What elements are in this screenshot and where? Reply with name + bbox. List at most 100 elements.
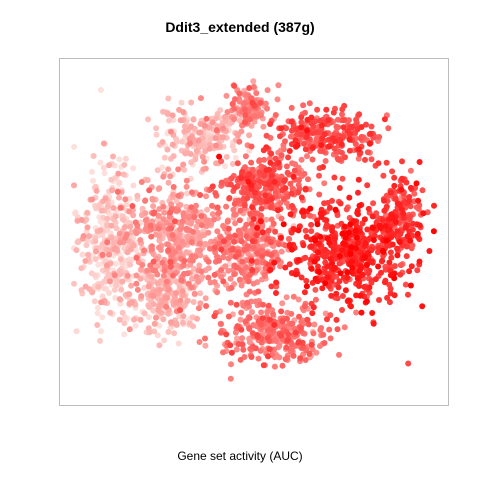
cell-point xyxy=(317,129,324,136)
cell-point xyxy=(209,119,216,126)
cell-point xyxy=(298,156,305,163)
cell-point xyxy=(246,314,253,321)
cell-point xyxy=(239,335,246,342)
cell-point xyxy=(308,228,315,235)
cell-point xyxy=(164,241,171,248)
cell-point xyxy=(250,280,257,287)
cell-point xyxy=(104,215,111,222)
cell-point xyxy=(168,128,174,135)
cell-point xyxy=(154,280,161,287)
cell-point xyxy=(170,153,177,160)
cell-point xyxy=(227,275,234,282)
cell-point xyxy=(278,248,285,255)
cell-point xyxy=(248,354,255,360)
cell-point xyxy=(267,121,274,127)
cell-point xyxy=(301,170,308,177)
cell-point xyxy=(88,270,95,277)
cell-point xyxy=(164,111,171,118)
cell-point xyxy=(176,244,182,251)
cell-point xyxy=(111,239,118,246)
cell-point xyxy=(237,356,244,363)
cell-point xyxy=(99,314,106,321)
cell-point xyxy=(253,90,260,97)
cell-point xyxy=(202,165,209,172)
cell-point xyxy=(128,229,135,236)
cell-point xyxy=(247,210,254,217)
cell-point xyxy=(188,204,195,211)
cell-point xyxy=(220,125,227,132)
cell-point xyxy=(133,254,140,261)
cell-point xyxy=(99,241,106,248)
cell-point xyxy=(300,102,307,109)
cell-point xyxy=(148,273,155,280)
cell-point xyxy=(317,233,324,240)
cell-point xyxy=(341,117,347,124)
cell-point xyxy=(94,304,101,311)
cell-point xyxy=(179,138,186,145)
cell-point xyxy=(248,159,255,166)
cell-point xyxy=(234,160,241,167)
cell-point xyxy=(339,230,346,237)
cell-point xyxy=(309,346,316,353)
cell-point xyxy=(218,158,225,165)
cell-point xyxy=(170,184,177,190)
cell-point xyxy=(284,315,290,322)
cell-point xyxy=(238,309,245,316)
cell-point xyxy=(154,332,161,339)
cell-point xyxy=(239,341,246,348)
cell-point xyxy=(332,235,338,242)
cell-point xyxy=(302,186,309,193)
cell-point xyxy=(286,261,293,268)
cell-point xyxy=(142,226,149,232)
cell-point xyxy=(239,169,246,175)
cell-point xyxy=(205,258,212,265)
cell-point xyxy=(311,258,318,265)
cell-point xyxy=(309,279,316,286)
cell-point xyxy=(391,292,398,299)
cell-point xyxy=(166,117,172,124)
cell-point xyxy=(325,143,332,150)
cell-point xyxy=(242,153,249,160)
cell-point xyxy=(231,238,238,245)
cell-point xyxy=(357,135,364,142)
cell-point xyxy=(73,328,80,335)
cell-point xyxy=(225,241,232,248)
cell-point xyxy=(232,154,239,161)
cell-point xyxy=(218,267,225,273)
cell-point xyxy=(203,193,209,200)
cell-point xyxy=(271,179,278,185)
cell-point xyxy=(165,166,172,173)
cell-point xyxy=(108,234,115,241)
cell-point xyxy=(187,220,194,227)
cell-point xyxy=(175,192,182,199)
cell-point xyxy=(309,310,316,317)
cell-point xyxy=(289,127,295,134)
cell-point xyxy=(195,305,202,312)
cell-point xyxy=(414,230,421,237)
cell-point xyxy=(89,168,95,175)
cell-point xyxy=(238,282,245,289)
cell-point xyxy=(92,238,99,245)
cell-point xyxy=(362,240,369,247)
cell-point xyxy=(213,142,219,149)
cell-point xyxy=(306,100,313,107)
cell-point xyxy=(335,156,342,163)
cell-point xyxy=(240,185,247,191)
cell-point xyxy=(315,249,321,256)
cell-point xyxy=(236,90,243,97)
cell-point xyxy=(106,162,112,169)
cell-point xyxy=(79,251,86,258)
cell-point xyxy=(274,207,281,214)
cell-point xyxy=(344,269,351,276)
cell-point xyxy=(254,332,261,339)
cell-point xyxy=(192,156,199,163)
cell-point xyxy=(213,160,220,167)
cell-point xyxy=(407,237,414,244)
cell-point xyxy=(268,283,275,290)
cell-point xyxy=(211,271,218,278)
cell-point xyxy=(271,363,278,370)
cell-point xyxy=(179,288,186,295)
cell-point xyxy=(276,342,283,349)
cell-point xyxy=(158,302,165,309)
cell-point xyxy=(91,298,98,305)
